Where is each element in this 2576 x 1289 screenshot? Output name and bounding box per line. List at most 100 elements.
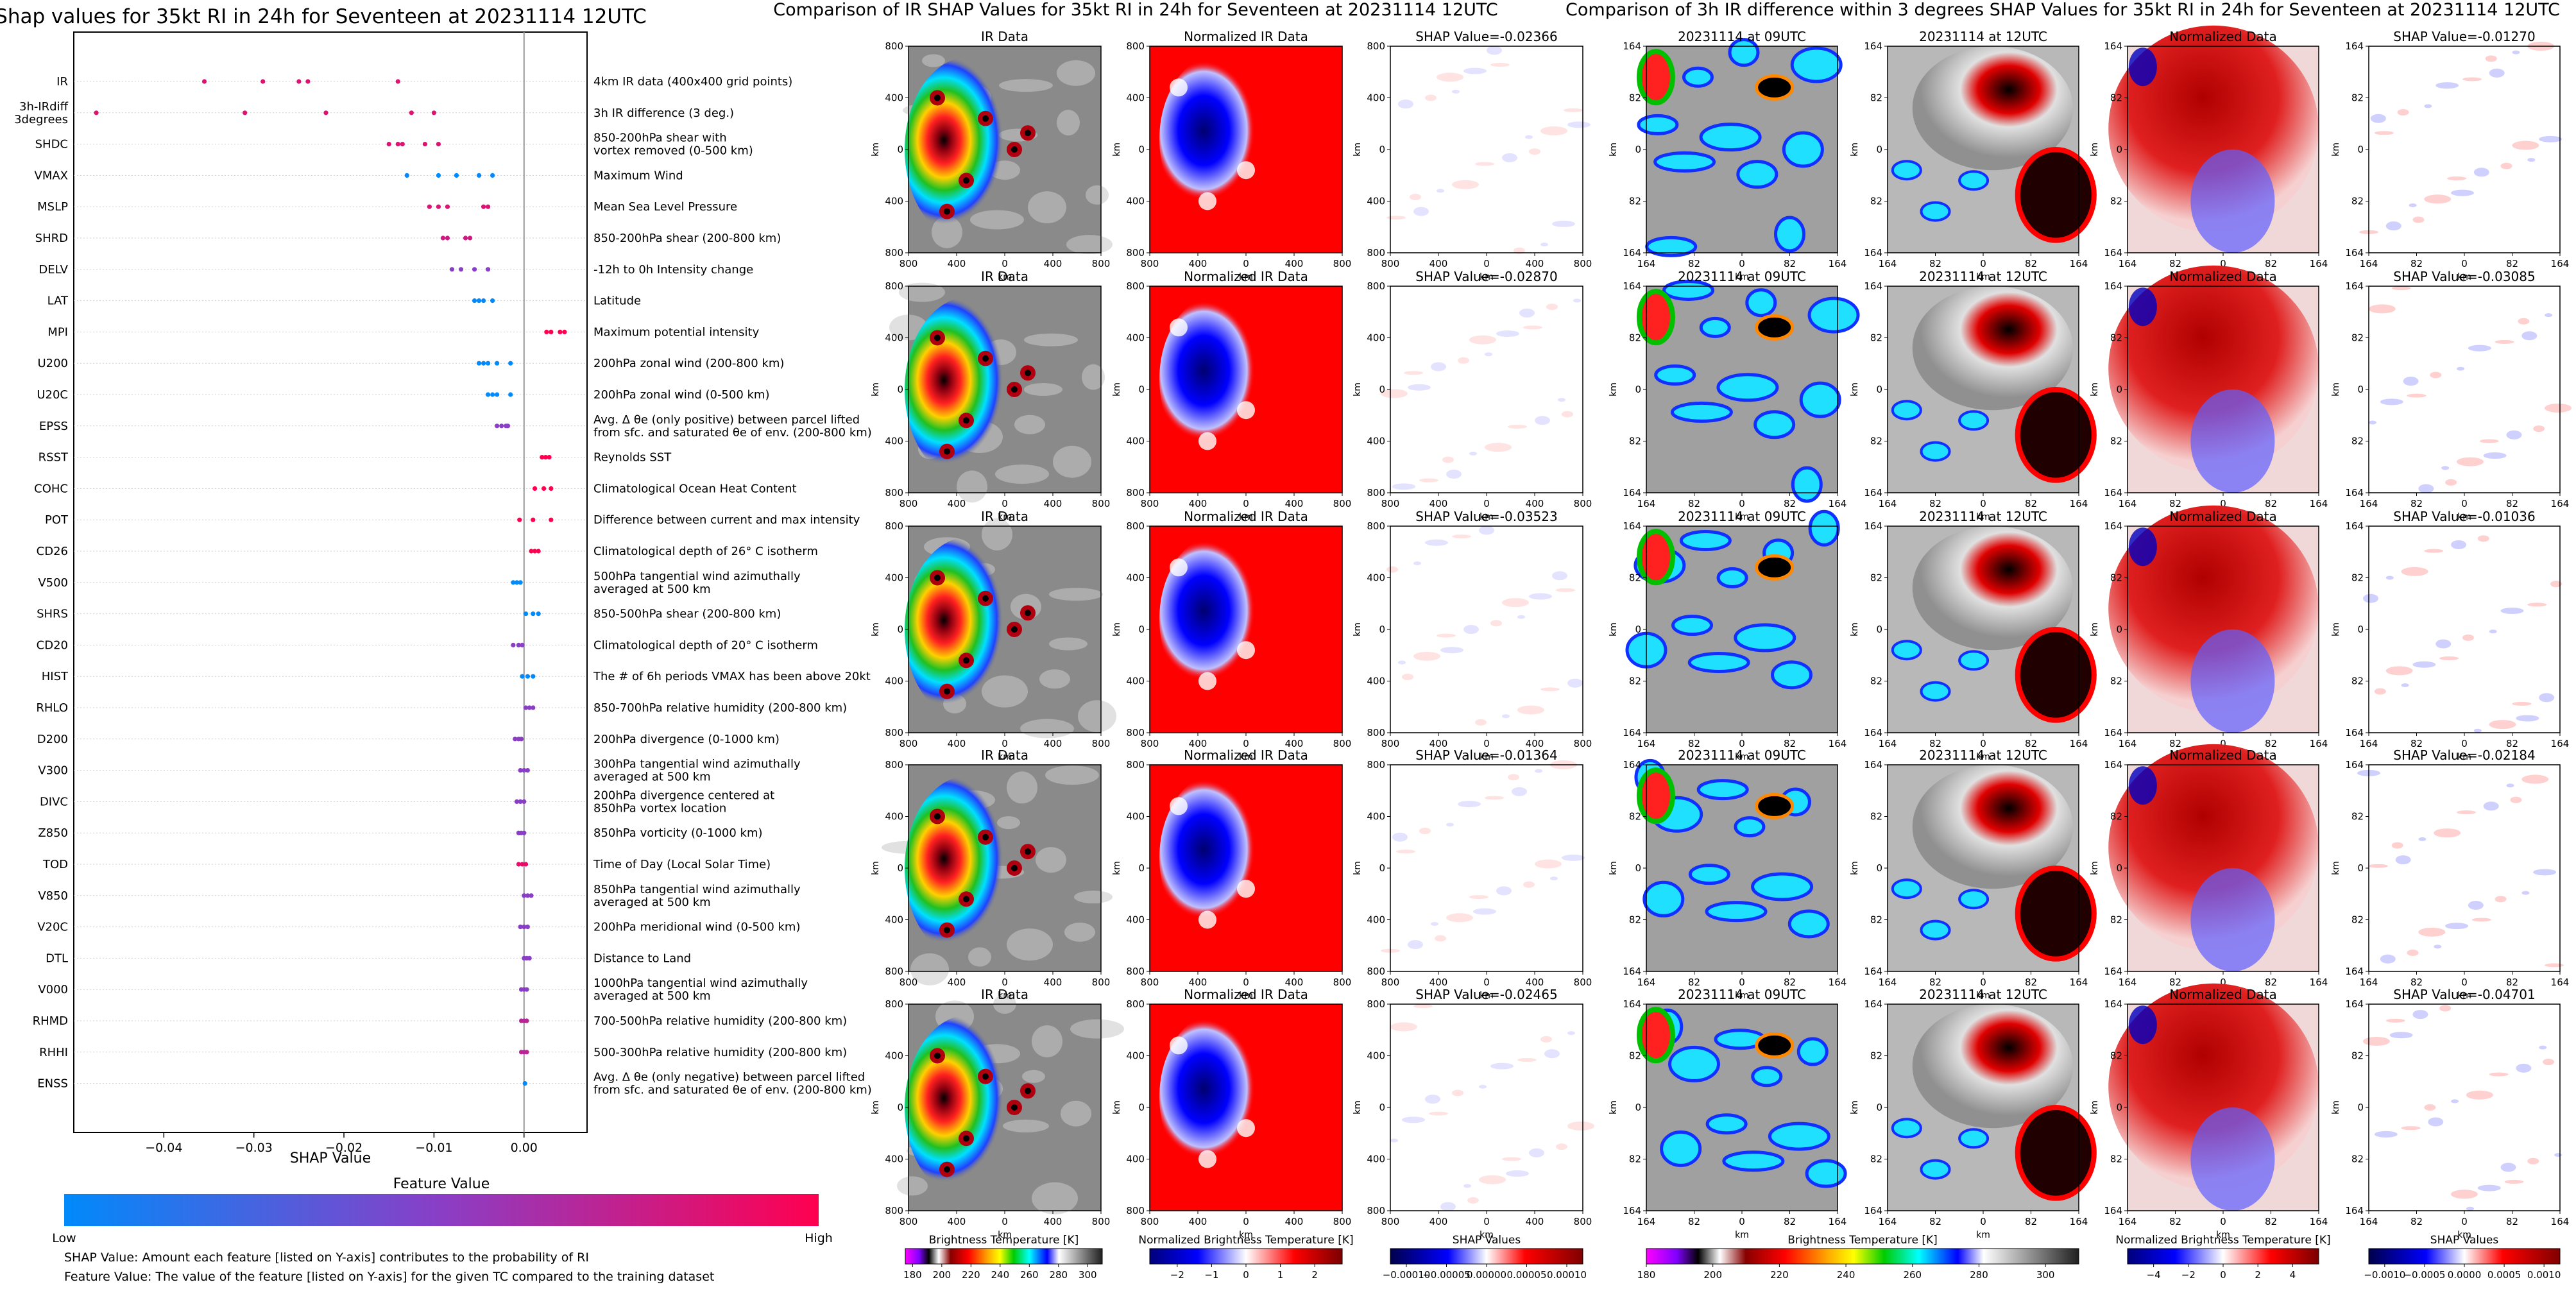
ir-convective-core <box>982 595 989 602</box>
irdiff-cloud-blob <box>1768 1122 1830 1151</box>
y-tick-label: 82 <box>1629 332 1641 344</box>
y-tick-label: 164 <box>2345 520 2364 532</box>
shap-attribution-speck <box>2424 1104 2436 1111</box>
feature-code-labels: IR 3h-IRdiff 3degrees SHDC VMAX MSLP SHRD DELV L… <box>14 75 69 1091</box>
shap-attribution-speck <box>1567 678 1583 688</box>
y-tick-label: 164 <box>1864 998 1882 1010</box>
irdiff-cloud-blob <box>1705 901 1768 923</box>
shap-attribution-speck <box>1469 335 1496 345</box>
colorbar-tick-label: −0.00005 <box>1422 1269 1471 1281</box>
y-tick-label: 800 <box>1367 487 1385 499</box>
shap-attribution-speck <box>2418 484 2434 493</box>
ir-convective-core <box>934 574 941 581</box>
shap-point <box>518 580 523 585</box>
colorbar-tick-label: −4 <box>2147 1269 2161 1281</box>
panel-y-label: km <box>1112 142 1122 157</box>
irdiff-12-cloud-blob <box>1958 410 1990 431</box>
shap-point <box>481 361 486 366</box>
x-tick-label: 400 <box>1526 498 1544 509</box>
colorbar-tick-label: 240 <box>1837 1269 1855 1281</box>
colorbar-gradient <box>1390 1248 1583 1265</box>
panel-y-label: km <box>871 142 881 157</box>
y-tick-label: 164 <box>2104 1205 2122 1216</box>
x-tick-label: 400 <box>1526 258 1544 269</box>
y-tick-label: 164 <box>2104 727 2122 738</box>
colorbar-tick-label: 2 <box>1311 1269 1318 1281</box>
shap-attribution-speck <box>1442 456 1454 463</box>
ir-cloud-streak <box>1064 922 1095 942</box>
panel-x-label: km <box>1480 512 1494 522</box>
shap-attribution-speck <box>2407 393 2427 398</box>
y-tick-label: 400 <box>1367 676 1385 687</box>
colorbar-tick-label: −1 <box>1204 1269 1218 1281</box>
feature-value-low-label: Low <box>52 1231 76 1245</box>
irdiff-12-storm <box>1912 46 2074 171</box>
shap-attribution-speck <box>2439 656 2459 661</box>
x-tick-label: 164 <box>2360 1216 2378 1227</box>
x-tick-label: 0 <box>1739 498 1745 509</box>
irdiff-cloud-blob <box>1808 509 1840 547</box>
panel-y-label: km <box>1112 861 1122 875</box>
ir-cloud-streak <box>897 1176 928 1196</box>
y-tick-label: 82 <box>2110 811 2122 823</box>
panel-x-label: km <box>2457 752 2471 762</box>
panel-title: Normalized Data <box>2169 987 2277 1002</box>
shap-attribution-speck <box>1567 1121 1594 1131</box>
shap-attribution-speck <box>1485 796 1504 800</box>
shap-attribution-speck <box>2506 783 2514 788</box>
shap-point <box>409 110 414 115</box>
irdiff-12-storm <box>1912 1004 2074 1129</box>
irdiff-12-second-storm <box>2015 627 2097 723</box>
x-tick-label: 0 <box>1739 1216 1745 1227</box>
ir-cloud-streak <box>1007 928 1053 961</box>
shap-attribution-speck <box>2477 535 2489 542</box>
x-tick-label: 800 <box>1574 977 1592 988</box>
shap-attribution-speck <box>1508 424 1527 429</box>
shap-attribution-speck <box>2397 109 2409 116</box>
colorbar-tick-label: 300 <box>2036 1269 2055 1281</box>
y-tick-label: 0 <box>1379 1102 1385 1113</box>
panel-x-label: km <box>1735 512 1749 522</box>
x-tick-label: 164 <box>2551 498 2570 509</box>
irdiff-12-cloud-blob <box>1958 889 1990 910</box>
shap-attribution-speck <box>2412 216 2425 223</box>
shap-attribution-speck <box>1479 1175 1506 1184</box>
x-tick-label: 82 <box>2410 1216 2423 1227</box>
y-tick-label: 800 <box>1126 1205 1145 1216</box>
shap-attribution-speck <box>2380 954 2396 964</box>
normalized-white-patch <box>1170 318 1188 337</box>
y-tick-label: 400 <box>885 1154 903 1165</box>
shap-attribution-speck <box>2435 639 2452 649</box>
shap-attribution-speck <box>1490 1063 1514 1070</box>
irdiff-cloud-blob <box>1745 288 1777 318</box>
y-tick-label: 164 <box>2104 280 2122 292</box>
shap-attribution-speck <box>1567 1031 1575 1036</box>
colorbar-tick-label: −2 <box>1170 1269 1184 1281</box>
shap-attribution-speck <box>1535 416 1550 425</box>
shap-attribution-speck <box>1419 478 1438 482</box>
irdiff-cloud-blob <box>1782 131 1824 168</box>
panel-title: Normalized IR Data <box>1184 747 1308 763</box>
irdiff-cloud-blob <box>1753 410 1796 440</box>
x-tick-label: 400 <box>1429 258 1448 269</box>
shap-point <box>522 1081 527 1086</box>
ir-cloud-streak <box>1007 771 1037 804</box>
shap-attribution-speck <box>2368 420 2376 425</box>
panel-y-label: km <box>1352 382 1363 397</box>
panel-title: 20231114 at 12UTC <box>1919 987 2047 1002</box>
shap-attribution-speck <box>1413 561 1421 565</box>
ir-convective-core <box>934 1052 941 1059</box>
shap-attribution-speck <box>2527 602 2547 607</box>
irdiff-cold-core <box>1755 314 1795 341</box>
shap-point <box>386 142 391 147</box>
shap-point <box>490 173 495 178</box>
colorbar-tick-label: 260 <box>1903 1269 1922 1281</box>
irdiff-cloud-blob <box>1653 151 1716 173</box>
shap-point <box>532 549 538 554</box>
x-tick-label: 0 <box>2461 258 2468 269</box>
ir-convective-core <box>944 688 950 695</box>
